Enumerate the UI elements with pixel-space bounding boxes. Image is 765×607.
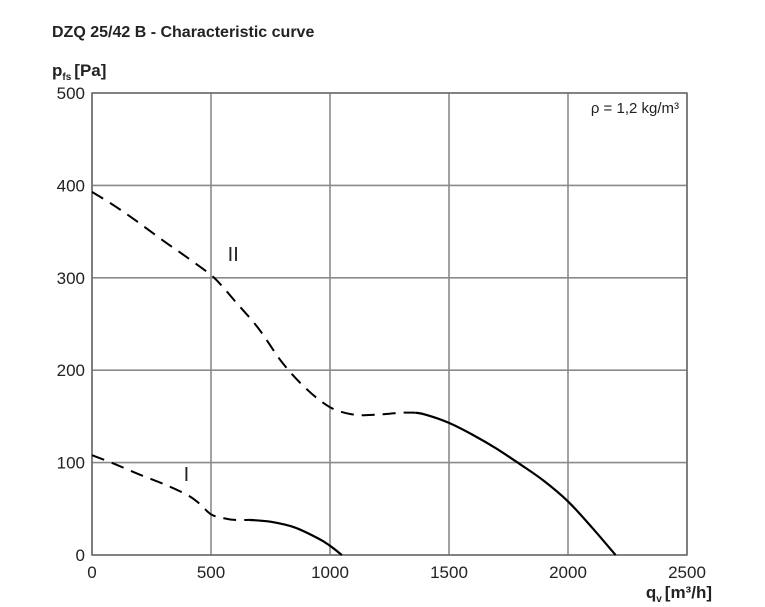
y-axis-label: pfs [Pa] bbox=[52, 61, 106, 83]
grid bbox=[91, 92, 688, 556]
x-tick-label-2000: 2000 bbox=[549, 563, 587, 582]
x-tick-label-1000: 1000 bbox=[311, 563, 349, 582]
x-tick-label-2500: 2500 bbox=[668, 563, 706, 582]
y-tick-label-400: 400 bbox=[57, 176, 85, 195]
curve-ii-dashed bbox=[91, 191, 416, 417]
chart-title: DZQ 25/42 B - Characteristic curve bbox=[52, 24, 315, 41]
curves bbox=[91, 191, 617, 556]
x-axis-label-main: q bbox=[646, 583, 656, 602]
x-axis-label: qv [m³/h] bbox=[646, 583, 712, 605]
y-tick-label-500: 500 bbox=[57, 84, 85, 103]
x-tick-label-0: 0 bbox=[87, 563, 96, 582]
curve-ii-solid bbox=[415, 411, 617, 556]
x-tick-label-500: 500 bbox=[197, 563, 225, 582]
y-tick-label-100: 100 bbox=[57, 454, 85, 473]
curve-i-solid bbox=[249, 518, 343, 556]
y-axis-label-sub: fs bbox=[62, 72, 71, 83]
plot-frame bbox=[91, 92, 688, 556]
y-tick-label-200: 200 bbox=[57, 361, 85, 380]
y-axis-label-main: p bbox=[52, 61, 62, 80]
y-tick-label-0: 0 bbox=[76, 546, 85, 565]
density-annotation: ρ = 1,2 kg/m³ bbox=[591, 100, 679, 117]
x-axis-label-sub: v bbox=[656, 594, 662, 605]
y-tick-label-300: 300 bbox=[57, 269, 85, 288]
y-axis-label-unit: [Pa] bbox=[74, 61, 106, 80]
curve-i-dashed bbox=[91, 454, 250, 522]
curve-label-ii: II bbox=[228, 244, 239, 266]
x-axis-label-unit: [m³/h] bbox=[665, 583, 712, 602]
x-tick-label-1500: 1500 bbox=[430, 563, 468, 582]
curve-label-i: I bbox=[184, 464, 190, 486]
